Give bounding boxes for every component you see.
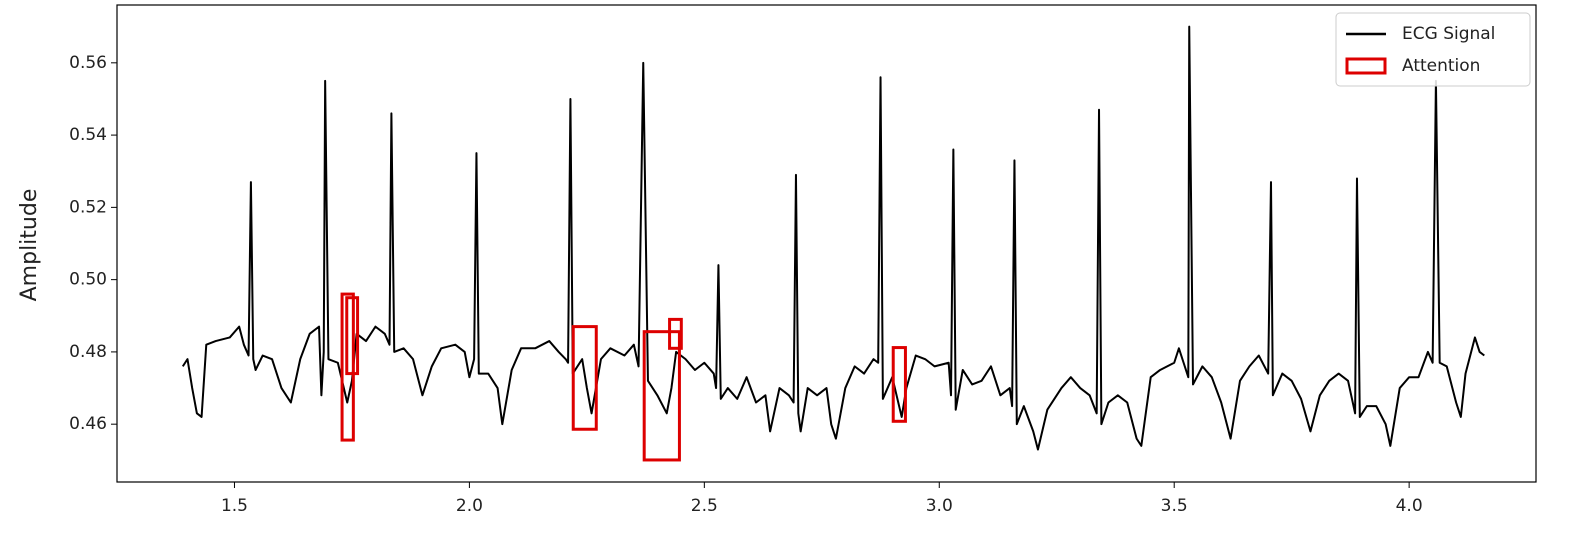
y-tick-label: 0.50 bbox=[69, 270, 107, 290]
legend-label: Attention bbox=[1402, 56, 1480, 76]
attention-box bbox=[340, 292, 355, 442]
y-tick-label: 0.56 bbox=[69, 53, 107, 73]
y-tick-label: 0.52 bbox=[69, 197, 107, 217]
x-tick-label: 1.5 bbox=[221, 496, 248, 516]
x-tick-label: 3.5 bbox=[1161, 496, 1188, 516]
y-tick-label: 0.54 bbox=[69, 125, 107, 145]
y-axis-label: Amplitude bbox=[17, 189, 42, 302]
attention-box bbox=[642, 330, 681, 462]
attention-box bbox=[891, 346, 907, 423]
legend-swatch bbox=[1345, 57, 1387, 75]
x-tick-label: 2.0 bbox=[456, 496, 483, 516]
plot-frame bbox=[116, 4, 1537, 483]
y-tick-label: 0.46 bbox=[69, 414, 107, 434]
attention-box bbox=[345, 296, 360, 376]
x-tick-label: 3.0 bbox=[926, 496, 953, 516]
x-tick-label: 4.0 bbox=[1396, 496, 1423, 516]
x-tick-label: 2.5 bbox=[691, 496, 718, 516]
legend-label: ECG Signal bbox=[1402, 24, 1495, 44]
ecg-line bbox=[181, 25, 1485, 451]
y-tick-label: 0.48 bbox=[69, 342, 107, 362]
attention-box bbox=[571, 325, 598, 431]
attention-box bbox=[668, 317, 683, 350]
